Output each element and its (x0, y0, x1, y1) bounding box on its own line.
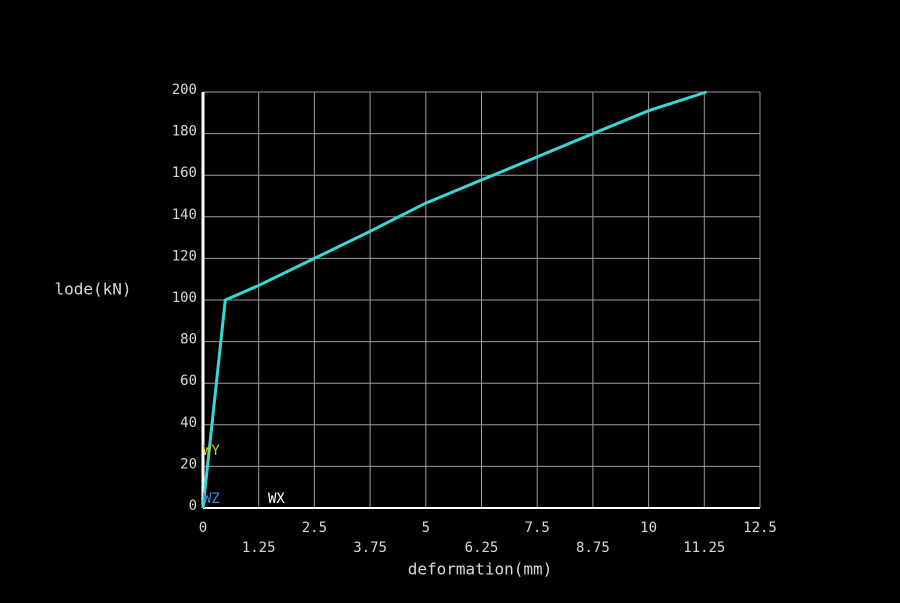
x-tick-label: 2.5 (302, 520, 327, 536)
x-tick-label: 11.25 (683, 540, 725, 556)
y-tick-label: 100 (172, 290, 197, 306)
triad-label: WY (203, 443, 220, 459)
x-tick-label: 1.25 (242, 540, 276, 556)
y-axis-label: lode(kN) (54, 280, 131, 299)
x-tick-label: 10 (640, 520, 657, 536)
y-tick-label: 0 (189, 498, 197, 514)
y-tick-label: 140 (172, 207, 197, 223)
y-tick-label: 60 (180, 373, 197, 389)
x-tick-label: 7.5 (525, 520, 550, 536)
x-tick-label: 0 (199, 520, 207, 536)
y-tick-label: 180 (172, 124, 197, 140)
triad-label: WZ (203, 491, 220, 507)
x-tick-label: 5 (422, 520, 430, 536)
y-tick-label: 160 (172, 165, 197, 181)
x-tick-label: 8.75 (576, 540, 610, 556)
x-axis-label: deformation(mm) (408, 560, 553, 579)
x-tick-label: 6.25 (465, 540, 499, 556)
x-tick-label: 12.5 (743, 520, 777, 536)
y-tick-label: 120 (172, 248, 197, 264)
y-tick-label: 200 (172, 82, 197, 98)
y-tick-label: 80 (180, 332, 197, 348)
y-tick-label: 20 (180, 456, 197, 472)
y-tick-label: 40 (180, 415, 197, 431)
triad-label: WX (268, 491, 285, 507)
data-line (201, 90, 707, 509)
x-tick-label: 3.75 (353, 540, 387, 556)
